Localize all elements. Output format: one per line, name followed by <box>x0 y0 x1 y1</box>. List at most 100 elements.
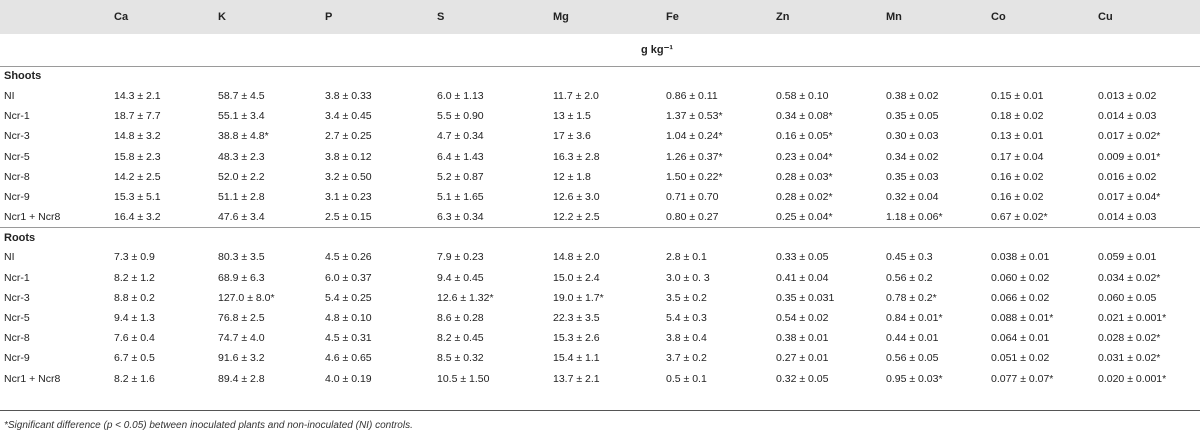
empty-cell <box>1094 227 1200 247</box>
table-row: Ncr-5 15.8 ± 2.3 48.3 ± 2.3 3.8 ± 0.12 6.4 ±… <box>0 147 1200 167</box>
value-cell: 0.051 ± 0.02 <box>991 352 1050 365</box>
row-label: Ncr-5 <box>4 311 30 324</box>
value-cell: 0.54 ± 0.02 <box>776 311 829 324</box>
value-cell: 4.5 ± 0.26 <box>325 251 372 264</box>
value-cell: 14.3 ± 2.1 <box>114 90 161 103</box>
value-cell: 0.066 ± 0.02 <box>991 291 1050 304</box>
row-label: Ncr-9 <box>4 352 30 365</box>
value-cell: 0.014 ± 0.03 <box>1098 210 1157 223</box>
value-cell: 0.016 ± 0.02 <box>1098 170 1157 183</box>
value-cell: 18.7 ± 7.7 <box>114 110 161 123</box>
value-cell: 7.9 ± 0.23 <box>437 251 484 264</box>
value-cell: 0.58 ± 0.10 <box>776 90 829 103</box>
value-cell: 1.04 ± 0.24* <box>666 130 723 143</box>
value-cell: 0.41 ± 0.04 <box>776 271 829 284</box>
value-cell: 15.4 ± 1.1 <box>553 352 600 365</box>
value-cell: 0.56 ± 0.05 <box>886 352 939 365</box>
value-cell: 0.088 ± 0.01* <box>991 311 1054 324</box>
value-cell: 0.038 ± 0.01 <box>991 251 1050 264</box>
value-cell: 8.8 ± 0.2 <box>114 291 155 304</box>
value-cell: 47.6 ± 3.4 <box>218 210 265 223</box>
value-cell: 76.8 ± 2.5 <box>218 311 265 324</box>
value-cell: 4.5 ± 0.31 <box>325 332 372 345</box>
section-row: Roots <box>0 227 1200 247</box>
table-row: Ncr1 + Ncr8 8.2 ± 1.6 89.4 ± 2.8 4.0 ± 0.19… <box>0 368 1200 388</box>
empty-cell <box>549 66 662 86</box>
value-cell: 0.064 ± 0.01 <box>991 332 1050 345</box>
row-label: Ncr-5 <box>4 150 30 163</box>
value-cell: 0.38 ± 0.01 <box>776 332 829 345</box>
value-cell: 0.32 ± 0.05 <box>776 372 829 385</box>
value-cell: 8.6 ± 0.28 <box>437 311 484 324</box>
value-cell: 55.1 ± 3.4 <box>218 110 265 123</box>
value-cell: 0.56 ± 0.2 <box>886 271 933 284</box>
unit-blank-cell <box>0 34 110 66</box>
value-cell: 3.2 ± 0.50 <box>325 170 372 183</box>
value-cell: 68.9 ± 6.3 <box>218 271 265 284</box>
column-header-k: K <box>218 11 226 23</box>
value-cell: 0.021 ± 0.001* <box>1098 311 1167 324</box>
value-cell: 0.80 ± 0.27 <box>666 210 719 223</box>
table-row: Ncr-8 7.6 ± 0.4 74.7 ± 4.0 4.5 ± 0.31 8.2 ± … <box>0 328 1200 348</box>
value-cell: 14.8 ± 2.0 <box>553 251 600 264</box>
value-cell: 14.8 ± 3.2 <box>114 130 161 143</box>
value-cell: 15.3 ± 2.6 <box>553 332 600 345</box>
column-header-cu: Cu <box>1098 11 1113 23</box>
value-cell: 1.26 ± 0.37* <box>666 150 723 163</box>
table-row: NI 14.3 ± 2.1 58.7 ± 4.5 3.8 ± 0.33 6.0 ± 1.… <box>0 86 1200 106</box>
value-cell: 13 ± 1.5 <box>553 110 591 123</box>
empty-cell <box>214 227 321 247</box>
value-cell: 0.017 ± 0.04* <box>1098 191 1161 204</box>
value-cell: 4.6 ± 0.65 <box>325 352 372 365</box>
value-cell: 15.8 ± 2.3 <box>114 150 161 163</box>
value-cell: 0.060 ± 0.02 <box>991 271 1050 284</box>
value-cell: 6.7 ± 0.5 <box>114 352 155 365</box>
value-cell: 15.3 ± 5.1 <box>114 191 161 204</box>
value-cell: 0.16 ± 0.02 <box>991 170 1044 183</box>
value-cell: 80.3 ± 3.5 <box>218 251 265 264</box>
value-cell: 3.5 ± 0.2 <box>666 291 707 304</box>
value-cell: 6.0 ± 1.13 <box>437 90 484 103</box>
header-row: Ca K P S Mg Fe Zn Mn Co Cu <box>0 0 1200 34</box>
value-cell: 9.4 ± 1.3 <box>114 311 155 324</box>
value-cell: 51.1 ± 2.8 <box>218 191 265 204</box>
section-title: Shoots <box>4 70 42 83</box>
value-cell: 0.45 ± 0.3 <box>886 251 933 264</box>
value-cell: 14.2 ± 2.5 <box>114 170 161 183</box>
column-header-co: Co <box>991 11 1006 23</box>
table-row: Ncr-1 8.2 ± 1.2 68.9 ± 6.3 6.0 ± 0.37 9.4 ± … <box>0 268 1200 288</box>
column-header-p: P <box>325 11 333 23</box>
value-cell: 7.3 ± 0.9 <box>114 251 155 264</box>
value-cell: 0.27 ± 0.01 <box>776 352 829 365</box>
value-cell: 3.0 ± 0. 3 <box>666 271 710 284</box>
row-label: Ncr1 + Ncr8 <box>4 210 61 223</box>
table-row: Ncr-3 14.8 ± 3.2 38.8 ± 4.8* 2.7 ± 0.25 4.7 … <box>0 126 1200 146</box>
value-cell: 0.30 ± 0.03 <box>886 130 939 143</box>
value-cell: 3.4 ± 0.45 <box>325 110 372 123</box>
empty-cell <box>987 227 1094 247</box>
value-cell: 0.25 ± 0.04* <box>776 210 833 223</box>
value-cell: 0.33 ± 0.05 <box>776 251 829 264</box>
value-cell: 58.7 ± 4.5 <box>218 90 265 103</box>
value-cell: 0.32 ± 0.04 <box>886 191 939 204</box>
empty-cell <box>321 227 433 247</box>
empty-cell <box>321 66 433 86</box>
empty-cell <box>662 227 772 247</box>
value-cell: 0.059 ± 0.01 <box>1098 251 1157 264</box>
value-cell: 48.3 ± 2.3 <box>218 150 265 163</box>
empty-cell <box>110 227 214 247</box>
value-cell: 0.95 ± 0.03* <box>886 372 943 385</box>
empty-cell <box>772 227 882 247</box>
table-row: Ncr1 + Ncr8 16.4 ± 3.2 47.6 ± 3.4 2.5 ± 0.1… <box>0 207 1200 227</box>
column-header-zn: Zn <box>776 11 790 23</box>
unit-row: g kg⁻¹ <box>0 34 1200 66</box>
value-cell: 7.6 ± 0.4 <box>114 332 155 345</box>
value-cell: 15.0 ± 2.4 <box>553 271 600 284</box>
value-cell: 0.060 ± 0.05 <box>1098 291 1157 304</box>
value-cell: 127.0 ± 8.0* <box>218 291 275 304</box>
value-cell: 0.077 ± 0.07* <box>991 372 1054 385</box>
section-row: Shoots <box>0 66 1200 86</box>
row-label: Ncr1 + Ncr8 <box>4 372 61 385</box>
value-cell: 8.2 ± 1.6 <box>114 372 155 385</box>
row-label: NI <box>4 90 15 103</box>
